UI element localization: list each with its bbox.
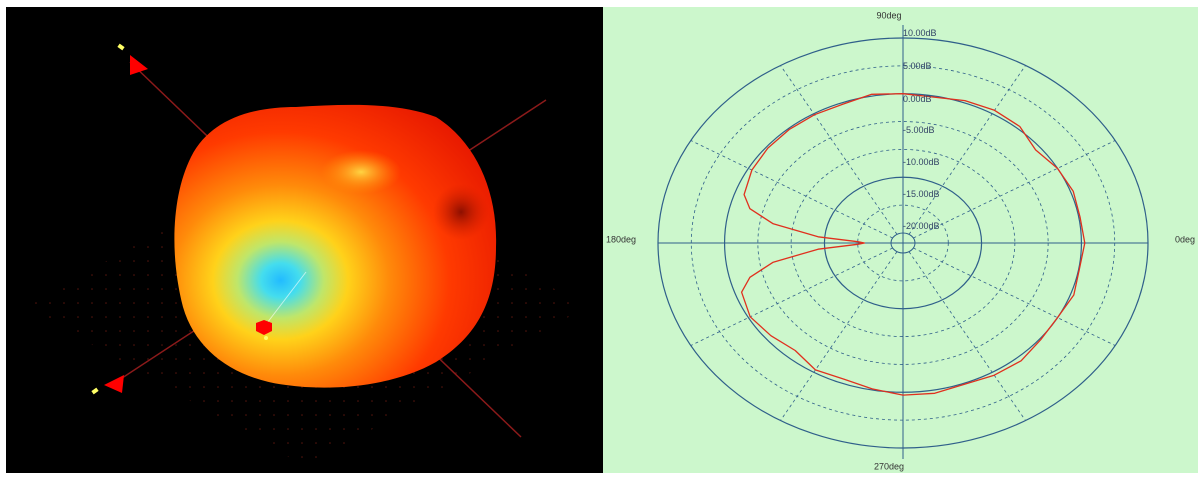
radiation-pattern-3d <box>26 43 586 467</box>
grid-spoke <box>690 247 893 346</box>
angle-label-0: 0deg <box>1175 234 1195 244</box>
grid-spoke <box>908 251 1026 421</box>
axis-end-top-icon <box>117 43 125 51</box>
angle-label-90: 90deg <box>876 10 901 20</box>
gain-surface <box>174 104 497 388</box>
grid-spoke <box>690 140 893 239</box>
ring-label-5db: 5.00dB <box>903 61 932 71</box>
probe-line <box>263 271 307 328</box>
grid-spoke <box>913 140 1116 239</box>
ring-label-neg15db: -15.00dB <box>903 189 940 199</box>
antenna-marker-icon <box>256 320 272 335</box>
grid-spoke <box>913 247 1116 346</box>
axis-end-bottom-icon <box>91 387 99 395</box>
axis-arrow-top-icon <box>130 55 148 75</box>
grid-spoke <box>780 251 898 421</box>
ring-label-neg20db: -20.00dB <box>903 221 940 231</box>
antenna-marker-tip-icon <box>264 336 268 340</box>
ring-label-0db: 0.00dB <box>903 94 932 104</box>
ring-label-10db: 10.00dB <box>903 28 937 38</box>
surface-dimple <box>433 184 489 240</box>
polar-plot: 90deg 270deg 180deg 0deg 10.00dB 5.00dB … <box>606 10 1195 471</box>
radiation-pattern-3d-panel <box>6 7 603 473</box>
angle-label-270: 270deg <box>874 461 904 471</box>
grid-spoke <box>780 65 898 235</box>
grid-spoke <box>908 65 1026 235</box>
pattern-trace <box>740 93 1086 396</box>
ring-label-neg5db: -5.00dB <box>903 125 935 135</box>
polar-plot-panel: 90deg 270deg 180deg 0deg 10.00dB 5.00dB … <box>603 7 1198 473</box>
axis-arrow-bottom-icon <box>104 375 124 393</box>
surface-highlight <box>321 150 401 194</box>
angle-label-180: 180deg <box>606 234 636 244</box>
ring-label-neg10db: -10.00dB <box>903 157 940 167</box>
